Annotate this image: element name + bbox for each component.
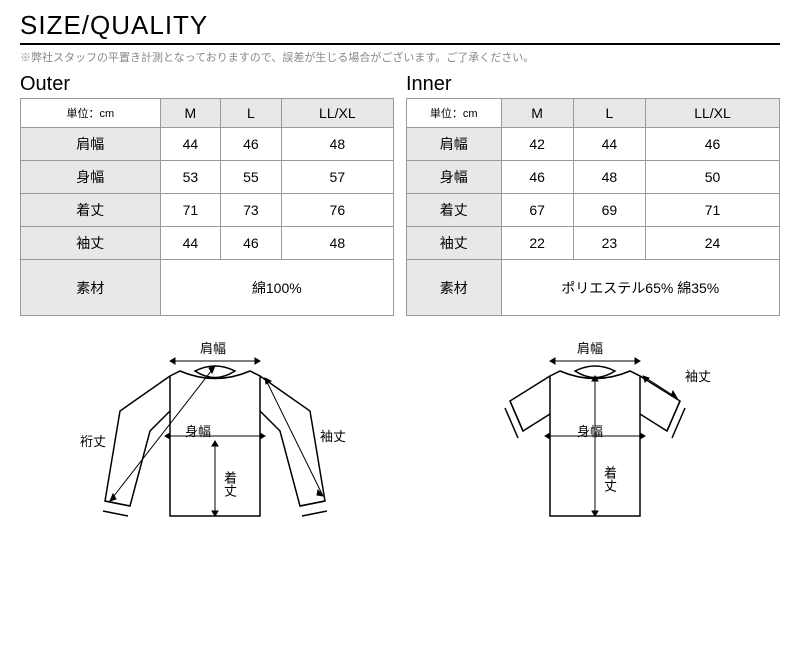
cell: 46 <box>221 227 282 260</box>
size-header: LL/XL <box>645 99 779 128</box>
inner-subtitle: Inner <box>406 73 780 96</box>
cell: 48 <box>573 161 645 194</box>
row-label: 身幅 <box>407 161 502 194</box>
size-header: L <box>573 99 645 128</box>
material-value: ポリエステル65% 綿35% <box>501 260 779 316</box>
longsleeve-icon <box>65 336 365 556</box>
cell: 44 <box>160 227 221 260</box>
inner-table: 単位：cm M L LL/XL 肩幅424446 身幅464850 着丈6769… <box>406 98 780 316</box>
table-row: 袖丈222324 <box>407 227 780 260</box>
row-label: 着丈 <box>21 194 161 227</box>
label-yuki: 裄丈 <box>80 431 106 450</box>
table-row: 袖丈444648 <box>21 227 394 260</box>
table-row: 肩幅424446 <box>407 128 780 161</box>
unit-cell: 単位：cm <box>21 99 161 128</box>
size-header: L <box>221 99 282 128</box>
label-mi: 身幅 <box>577 421 603 440</box>
cell: 44 <box>160 128 221 161</box>
inner-diagram: 肩幅 身幅 着丈 袖丈 <box>455 336 735 556</box>
label-ki: 着丈 <box>220 471 239 500</box>
outer-diagram: 肩幅 身幅 着丈 袖丈 裄丈 <box>65 336 365 556</box>
cell: 57 <box>281 161 393 194</box>
cell: 22 <box>501 227 573 260</box>
size-header: M <box>501 99 573 128</box>
table-row: 身幅535557 <box>21 161 394 194</box>
size-header: LL/XL <box>281 99 393 128</box>
diagrams-container: 肩幅 身幅 着丈 袖丈 裄丈 <box>20 336 780 556</box>
cell: 46 <box>645 128 779 161</box>
tables-container: Outer 単位：cm M L LL/XL 肩幅444648 身幅535557 … <box>20 73 780 316</box>
cell: 69 <box>573 194 645 227</box>
table-row: 身幅464850 <box>407 161 780 194</box>
table-row: 着丈676971 <box>407 194 780 227</box>
label-kata: 肩幅 <box>577 338 603 357</box>
row-label: 袖丈 <box>21 227 161 260</box>
material-row: 素材綿100% <box>21 260 394 316</box>
outer-subtitle: Outer <box>20 73 394 96</box>
cell: 71 <box>645 194 779 227</box>
cell: 48 <box>281 128 393 161</box>
cell: 67 <box>501 194 573 227</box>
cell: 50 <box>645 161 779 194</box>
outer-table: 単位：cm M L LL/XL 肩幅444648 身幅535557 着丈7173… <box>20 98 394 316</box>
label-mi: 身幅 <box>185 421 211 440</box>
cell: 53 <box>160 161 221 194</box>
size-header: M <box>160 99 221 128</box>
page-title: SIZE/QUALITY <box>20 10 780 41</box>
measurement-note: ※弊社スタッフの平置き計測となっておりますので、誤差が生じる場合がございます。ご… <box>20 49 780 65</box>
label-ki: 着丈 <box>600 466 619 495</box>
row-label: 肩幅 <box>407 128 502 161</box>
table-row: 肩幅444648 <box>21 128 394 161</box>
cell: 44 <box>573 128 645 161</box>
material-value: 綿100% <box>160 260 393 316</box>
unit-cell: 単位：cm <box>407 99 502 128</box>
label-sode: 袖丈 <box>685 366 711 385</box>
material-label: 素材 <box>407 260 502 316</box>
row-label: 袖丈 <box>407 227 502 260</box>
header: SIZE/QUALITY <box>20 10 780 45</box>
cell: 42 <box>501 128 573 161</box>
cell: 48 <box>281 227 393 260</box>
cell: 76 <box>281 194 393 227</box>
cell: 73 <box>221 194 282 227</box>
material-label: 素材 <box>21 260 161 316</box>
row-label: 身幅 <box>21 161 161 194</box>
cell: 46 <box>501 161 573 194</box>
label-kata: 肩幅 <box>200 338 226 357</box>
cell: 23 <box>573 227 645 260</box>
cell: 24 <box>645 227 779 260</box>
row-label: 着丈 <box>407 194 502 227</box>
row-label: 肩幅 <box>21 128 161 161</box>
table-row: 着丈717376 <box>21 194 394 227</box>
outer-section: Outer 単位：cm M L LL/XL 肩幅444648 身幅535557 … <box>20 73 394 316</box>
cell: 71 <box>160 194 221 227</box>
material-row: 素材ポリエステル65% 綿35% <box>407 260 780 316</box>
label-sode: 袖丈 <box>320 426 346 445</box>
cell: 55 <box>221 161 282 194</box>
table-header-row: 単位：cm M L LL/XL <box>407 99 780 128</box>
inner-section: Inner 単位：cm M L LL/XL 肩幅424446 身幅464850 … <box>406 73 780 316</box>
cell: 46 <box>221 128 282 161</box>
table-header-row: 単位：cm M L LL/XL <box>21 99 394 128</box>
